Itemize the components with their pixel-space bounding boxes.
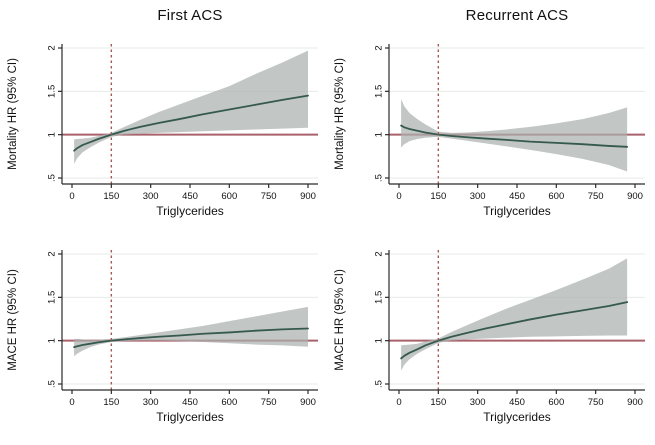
ci-band — [74, 50, 308, 164]
x-axis-title: Triglycerides — [483, 410, 551, 424]
x-tick-label: 300 — [470, 191, 486, 202]
y-axis-title: Mortality HR (95% CI) — [334, 58, 346, 170]
x-axis-title: Triglycerides — [483, 204, 551, 218]
x-tick-label: 450 — [509, 191, 525, 202]
y-tick-label: 1 — [374, 132, 385, 137]
y-tick-label: 1 — [47, 132, 58, 137]
x-tick-label: 750 — [261, 191, 277, 202]
y-tick-label: .5 — [47, 380, 58, 388]
y-tick-label: 2 — [374, 251, 385, 256]
y-tick-label: 2 — [47, 251, 58, 256]
hr-curve — [400, 124, 629, 148]
x-tick-label: 150 — [103, 191, 119, 202]
x-tick-label: 900 — [627, 191, 643, 202]
y-axis-title: MACE HR (95% CI) — [334, 269, 346, 371]
y-tick-label: 1.5 — [374, 291, 385, 304]
x-tick-label: 750 — [588, 191, 604, 202]
x-tick-label: 750 — [261, 397, 277, 408]
y-axis-title: Mortality HR (95% CI) — [7, 58, 19, 170]
x-axis-title: Triglycerides — [156, 410, 224, 424]
y-tick-label: 1.5 — [47, 291, 58, 304]
hr-curve — [400, 301, 629, 360]
x-tick-label: 600 — [221, 191, 237, 202]
x-tick-label: 900 — [627, 397, 643, 408]
y-tick-label: 2 — [374, 45, 385, 50]
x-tick-label: 150 — [430, 191, 446, 202]
hr-curve — [73, 94, 309, 152]
y-tick-label: 1 — [374, 338, 385, 343]
hr-curve — [73, 327, 309, 349]
column-title-text: Recurrent ACS — [465, 7, 569, 24]
chart-recurrent-acs-mortality: .5 1 1.5 2 0 150 300 450 600 750 900 Mortality HR (… — [334, 44, 645, 218]
column-title-recurrent-acs: Recurrent ACS — [327, 0, 655, 28]
ci-band — [401, 99, 628, 172]
y-tick-label: 2 — [47, 45, 58, 50]
chart-first-acs-mace: .5 1 1.5 2 0 150 300 450 600 750 900 MACE HR (95% C… — [7, 250, 318, 424]
x-tick-label: 900 — [300, 191, 316, 202]
y-tick-label: .5 — [374, 380, 385, 388]
x-tick-label: 0 — [396, 397, 401, 408]
x-tick-label: 450 — [509, 397, 525, 408]
y-tick-label: 1.5 — [47, 85, 58, 98]
x-tick-label: 0 — [396, 191, 401, 202]
y-tick-label: 1 — [47, 338, 58, 343]
ci-band — [401, 258, 628, 371]
chart-recurrent-acs-mace: .5 1 1.5 2 0 150 300 450 600 750 900 MACE HR (95% C… — [334, 250, 645, 424]
column-title-text: First ACS — [157, 7, 223, 24]
x-tick-label: 750 — [588, 397, 604, 408]
x-tick-label: 450 — [182, 397, 198, 408]
x-tick-label: 0 — [69, 397, 74, 408]
x-tick-label: 600 — [221, 397, 237, 408]
y-axis-title: MACE HR (95% CI) — [7, 269, 19, 371]
x-axis-title: Triglycerides — [156, 204, 224, 218]
x-tick-label: 450 — [182, 191, 198, 202]
x-tick-label: 900 — [300, 397, 316, 408]
x-tick-label: 600 — [548, 191, 564, 202]
x-tick-label: 150 — [430, 397, 446, 408]
x-tick-label: 600 — [548, 397, 564, 408]
y-tick-label: .5 — [47, 174, 58, 182]
y-tick-label: 1.5 — [374, 85, 385, 98]
x-tick-label: 300 — [143, 191, 159, 202]
column-title-first-acs: First ACS — [0, 0, 327, 28]
x-tick-label: 300 — [470, 397, 486, 408]
x-tick-label: 300 — [143, 397, 159, 408]
ci-band — [74, 306, 308, 357]
chart-first-acs-mortality: .5 1 1.5 2 0 150 300 450 600 750 900 Mortality HR (… — [7, 44, 318, 218]
y-tick-label: .5 — [374, 174, 385, 182]
x-tick-label: 150 — [103, 397, 119, 408]
x-tick-label: 0 — [69, 191, 74, 202]
